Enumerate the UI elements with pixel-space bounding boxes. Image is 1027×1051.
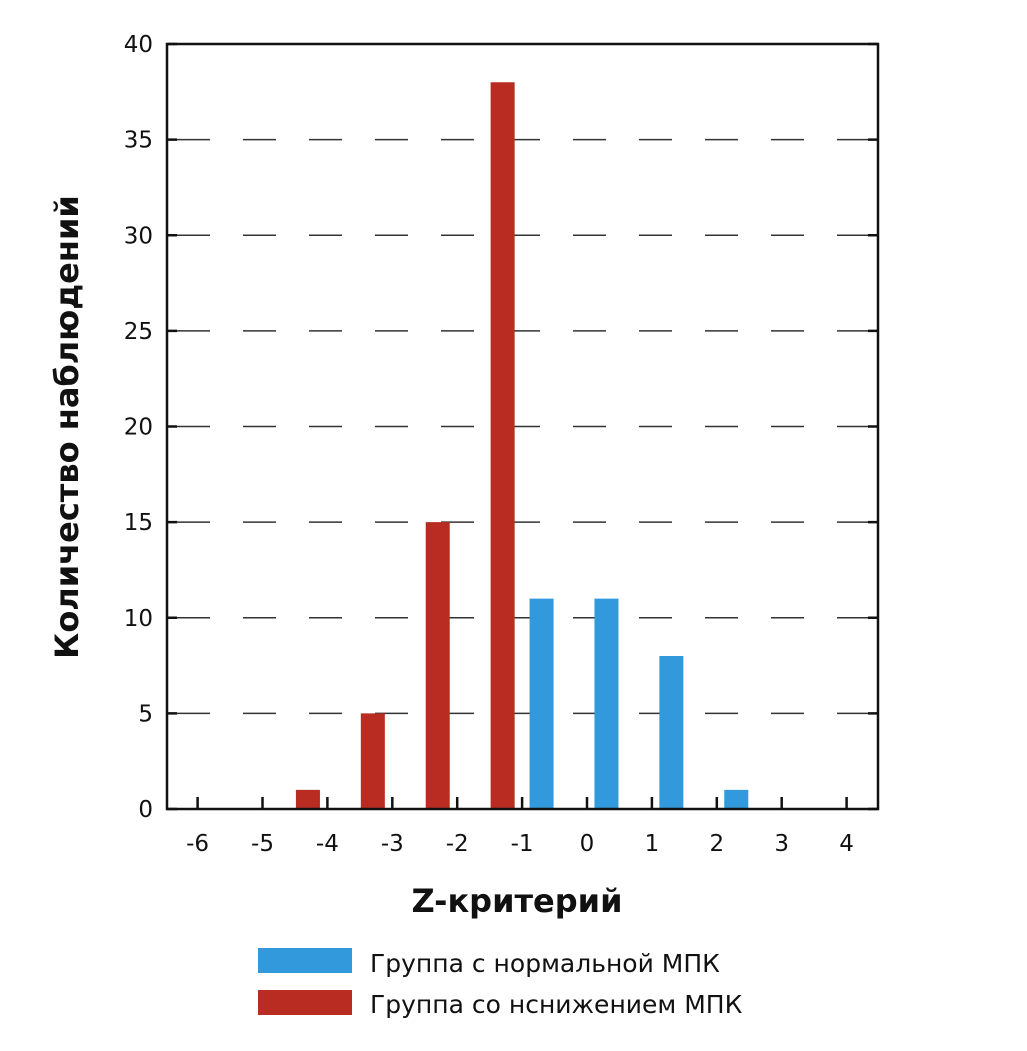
bar-reduced xyxy=(360,713,385,809)
x-tick-label: -5 xyxy=(251,831,274,857)
y-tick-label: 0 xyxy=(138,797,153,823)
legend-label-reduced: Группа со нснижением МПК xyxy=(370,990,743,1019)
legend: Группа с нормальной МПК Группа со нсниже… xyxy=(258,948,743,1019)
x-tick-label: 0 xyxy=(580,831,595,857)
bar-normal xyxy=(659,656,684,809)
x-tick-label: 1 xyxy=(645,831,660,857)
y-tick-label: 30 xyxy=(124,223,153,249)
bars xyxy=(295,82,749,809)
bar-normal xyxy=(724,789,749,809)
x-tick-label: -3 xyxy=(381,831,404,857)
x-axis-label: Z-критерий xyxy=(412,882,623,920)
bar-reduced xyxy=(425,522,450,809)
x-tick-label: 3 xyxy=(774,831,789,857)
x-tick-label: 2 xyxy=(709,831,724,857)
ticks: 0 5 10 15 20 25 30 35 40 -6 -5 -4 -3 -2 -1 0 1 2 3 4 xyxy=(124,32,878,857)
bar-reduced xyxy=(295,789,320,809)
y-tick-label: 25 xyxy=(124,319,153,345)
y-tick-label: 35 xyxy=(124,128,153,154)
bar-reduced xyxy=(490,82,515,809)
bar-normal xyxy=(594,598,619,809)
x-tick-label: 4 xyxy=(839,831,854,857)
y-axis-label: Количество наблюдений xyxy=(48,195,86,659)
legend-swatch-normal xyxy=(258,948,352,973)
y-tick-label: 5 xyxy=(138,701,153,727)
y-tick-label: 40 xyxy=(124,32,153,58)
y-tick-label: 10 xyxy=(124,606,153,632)
y-tick-label: 20 xyxy=(124,415,153,441)
x-tick-label: -4 xyxy=(316,831,339,857)
bar-normal xyxy=(529,598,554,809)
x-tick-label: -2 xyxy=(446,831,469,857)
x-tick-label: -6 xyxy=(186,831,209,857)
y-tick-label: 15 xyxy=(124,510,153,536)
x-tick-label: -1 xyxy=(511,831,534,857)
legend-swatch-reduced xyxy=(258,990,352,1015)
legend-label-normal: Группа с нормальной МПК xyxy=(370,949,720,978)
gridlines xyxy=(167,138,878,715)
